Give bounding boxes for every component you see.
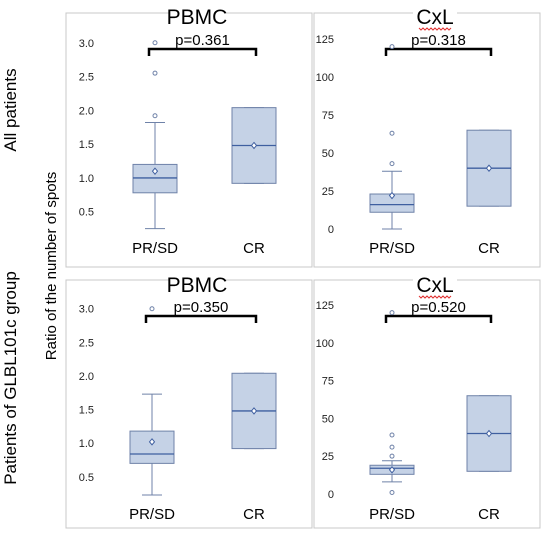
outlier-point [389,453,395,459]
mean-marker [388,466,396,474]
mean-marker [148,438,156,446]
x-category-label: CR [243,506,265,523]
y-tick-label: 0 [328,224,334,236]
box-cr [231,107,277,184]
panel-cxl-all-patients: CxL 0 25 50 75 100 125 p=0.318 PR/SD CR [313,5,541,268]
y-tick-label: 2.0 [79,371,94,383]
outlier-point [389,161,395,167]
mean-marker [485,164,493,172]
panel-title: PBMC [167,6,228,29]
significance-bracket [384,47,493,56]
box-cr [466,395,512,472]
outlier-point [389,489,395,495]
outlier-point [389,444,395,450]
significance-bracket [144,314,258,323]
p-value-label: p=0.520 [411,299,466,316]
x-category-label: PR/SD [369,506,415,523]
spellcheck-underline [418,27,452,31]
outlier-point [389,310,395,316]
panel-title: CxL [416,6,453,29]
y-tick-label: 100 [316,72,334,84]
y-tick-label: 50 [322,413,334,425]
y-tick-label: 0 [328,489,334,501]
mean-marker [485,429,493,438]
outlier-point [389,130,395,136]
y-tick-label: 0.5 [79,207,94,219]
box-pr-sd [129,306,175,496]
y-tick-label: 3.0 [79,38,94,50]
y-tick-label: 1.5 [79,405,94,417]
row-label-all-patients: All patients [1,68,20,151]
y-tick-label: 1.0 [79,173,94,185]
mean-marker [250,141,258,150]
spellcheck-underline [418,295,452,299]
y-tick-label: 75 [322,376,334,388]
mean-marker [250,407,258,415]
outlier-point [152,40,158,46]
panel-cxl-glbl101c: CxL 0 25 50 75 100 125 p=0.520 PR/SD CR [313,272,541,529]
outlier-point [389,44,395,50]
y-tick-label: 50 [322,148,334,160]
title-background [413,272,457,290]
x-category-label: PR/SD [369,240,415,257]
y-tick-label: 2.0 [79,105,94,117]
y-tick-label: 3.0 [79,304,94,316]
mean-marker [388,191,396,200]
y-tick-label: 125 [316,300,334,312]
box-pr-sd [132,40,178,230]
y-tick-label: 25 [322,451,334,463]
mean-marker [151,167,159,175]
y-tick-label: 1.0 [79,438,94,450]
x-category-label: CR [243,240,265,257]
row-label-glbl101c: Patients of GLBL101c group [1,271,20,485]
title-background [169,272,225,290]
outlier-point [152,113,158,119]
panel-pbmc-glbl101c: PBMC 0.5 1.0 1.5 2.0 2.5 3.0 p=0.350 PR/SD CR [65,272,313,529]
p-value-label: p=0.350 [174,299,229,316]
y-tick-label: 125 [316,34,334,46]
y-tick-label: 2.5 [79,72,94,84]
y-tick-label: 25 [322,186,334,198]
x-category-label: PR/SD [132,240,178,257]
x-category-label: CR [478,506,500,523]
iqr-box [129,430,175,464]
significance-bracket [147,47,258,56]
x-category-label: CR [478,240,500,257]
box-pr-sd [369,310,415,495]
title-background [169,5,225,23]
outlier-point [152,70,158,76]
y-axis-label: Ratio of the number of spots [43,172,60,360]
panel-pbmc-all-patients: PBMC 0.5 1.0 1.5 2.0 2.5 3.0 p=0.361 PR/SD CR [65,5,313,268]
significance-bracket [384,314,493,323]
y-tick-label: 1.5 [79,139,94,151]
x-category-label: PR/SD [129,506,175,523]
p-value-label: p=0.318 [411,32,466,49]
outlier-point [149,306,155,312]
y-tick-label: 0.5 [79,472,94,484]
outlier-point [389,432,395,438]
panel-title: CxL [416,274,453,297]
box-pr-sd [369,44,415,230]
y-tick-label: 2.5 [79,337,94,349]
panel-title: PBMC [167,274,228,297]
p-value-label: p=0.361 [175,32,230,49]
y-tick-label: 75 [322,110,334,122]
box-cr [466,129,512,207]
y-tick-label: 100 [316,338,334,350]
box-cr [231,372,277,450]
title-background [413,5,457,23]
